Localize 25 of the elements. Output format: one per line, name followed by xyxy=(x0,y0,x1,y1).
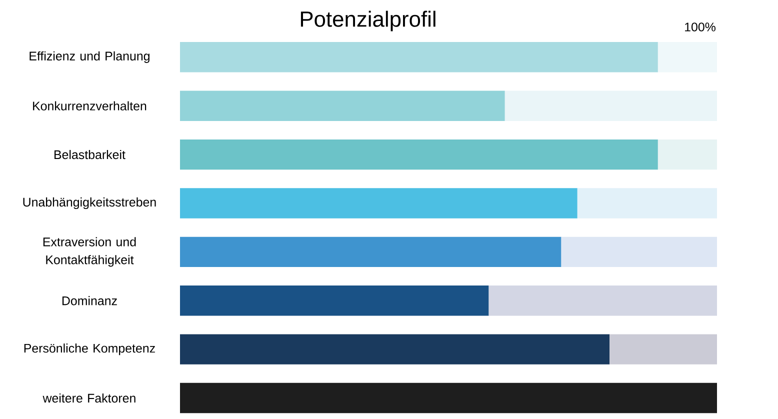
text: 100% xyxy=(685,22,716,32)
bar xyxy=(610,334,718,364)
bar xyxy=(561,236,718,268)
y-tick-label: Konkurrenzverhalten xyxy=(33,101,146,110)
bar xyxy=(180,334,610,364)
bar xyxy=(488,286,718,316)
y-tick-label: Effizienz und Planung xyxy=(30,51,150,63)
bar xyxy=(180,139,658,170)
y-tick-label: Extraversion und Kontaktfähigkeit xyxy=(43,237,136,267)
bar xyxy=(180,42,658,72)
bar xyxy=(658,139,718,170)
bar xyxy=(180,286,489,316)
bar xyxy=(658,42,718,72)
bar xyxy=(180,90,505,121)
y-tick-label: Unabhängigkeitsstreben xyxy=(23,197,156,210)
y-tick-label: Persönliche Kompetenz xyxy=(24,344,155,356)
y-tick-label: Dominanz xyxy=(62,296,117,306)
bar xyxy=(180,188,578,218)
y-tick-label: weitere Faktoren xyxy=(42,393,136,403)
y-tick-label: Belastbarkeit xyxy=(54,150,126,160)
bar xyxy=(577,188,718,218)
bar xyxy=(504,90,718,121)
chart-title: Potenzialprofil xyxy=(300,10,436,32)
bar xyxy=(180,382,718,414)
bar xyxy=(180,236,562,268)
